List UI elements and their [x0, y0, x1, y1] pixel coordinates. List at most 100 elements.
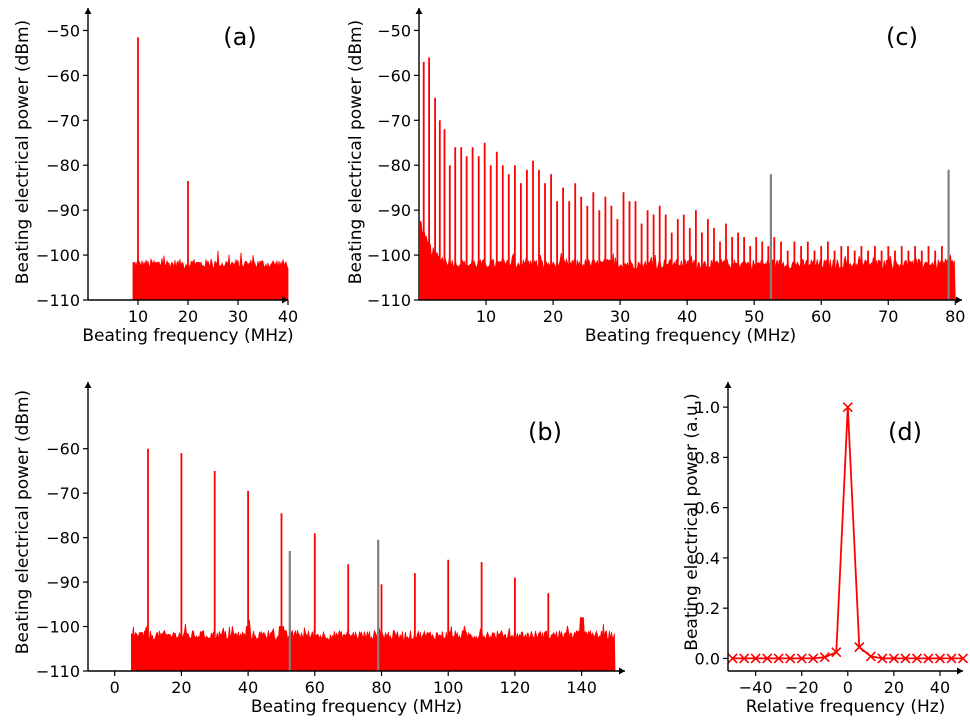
- x-tick-label: 40: [238, 678, 258, 697]
- x-tick-label: −20: [785, 678, 819, 697]
- data-point-6: [796, 653, 807, 664]
- panel-label: (a): [223, 23, 256, 51]
- x-tick-label: 10: [128, 307, 148, 326]
- panel-label: (d): [888, 418, 922, 446]
- y-tick-label: −80: [377, 156, 411, 175]
- y-tick-label: −70: [46, 484, 80, 503]
- x-tick-label: 140: [566, 678, 597, 697]
- y-axis-arrow: [724, 382, 732, 388]
- y-tick-label: −110: [36, 291, 80, 310]
- x-tick-label: 20: [543, 307, 563, 326]
- y-axis-arrow: [84, 382, 92, 388]
- data-point-2: [750, 653, 761, 664]
- x-tick-label: 0: [843, 678, 853, 697]
- y-tick-label: 0.0: [695, 649, 720, 668]
- y-tick-label: −110: [36, 662, 80, 681]
- chart-panel-b: 0 20 40 60 80 100 120 140 −110 −100 −90 −80 −70 −60 Be…: [13, 382, 625, 717]
- y-tick-label: −90: [377, 201, 411, 220]
- y-tick-label: −50: [377, 21, 411, 40]
- data-point-19: [946, 653, 957, 664]
- y-tick-label: −60: [46, 66, 80, 85]
- y-tick-label: −80: [46, 156, 80, 175]
- y-tick-label: −60: [377, 66, 411, 85]
- y-tick-label: −100: [36, 618, 80, 637]
- y-axis-label: Beating electrical power (a.u.): [682, 393, 702, 650]
- y-tick-label: −80: [46, 529, 80, 548]
- x-tick-label: −40: [739, 678, 773, 697]
- data-point-0: [727, 653, 738, 664]
- data-point-11: [854, 642, 865, 653]
- y-axis-label: Beating electrical power (dBm): [13, 20, 33, 284]
- y-tick-label: −100: [36, 246, 80, 265]
- y-axis-label: Beating electrical power (dBm): [13, 390, 33, 654]
- data-point-17: [923, 653, 934, 664]
- y-tick-label: −70: [46, 111, 80, 130]
- data-point-14: [888, 653, 899, 664]
- y-tick-label: 0.2: [695, 599, 720, 618]
- panel-label: (c): [886, 23, 918, 51]
- x-tick-label: 10: [476, 307, 496, 326]
- x-tick-label: 20: [178, 307, 198, 326]
- x-tick-label: 40: [930, 678, 950, 697]
- x-axis-arrow: [957, 667, 963, 675]
- y-axis-label: Beating electrical power (dBm): [346, 20, 366, 284]
- x-axis-label: Relative frequency (Hz): [746, 697, 946, 717]
- data-point-10: [842, 402, 853, 413]
- x-tick-label: 80: [371, 678, 391, 697]
- data-point-15: [900, 653, 911, 664]
- x-tick-label: 40: [677, 307, 697, 326]
- x-tick-label: 20: [171, 678, 191, 697]
- x-tick-label: 50: [744, 307, 764, 326]
- data-point-20: [957, 653, 969, 664]
- data-point-9: [831, 647, 842, 658]
- data-point-1: [739, 653, 750, 664]
- y-tick-label: −70: [377, 111, 411, 130]
- x-tick-label: 30: [610, 307, 630, 326]
- data-point-12: [865, 651, 876, 662]
- chart-panel-a: 10 20 30 40 −110 −100 −90 −80 −70 −60 −50 Beating f…: [13, 8, 298, 346]
- x-tick-label: 80: [945, 307, 965, 326]
- x-axis-label: Beating frequency (MHz): [585, 326, 796, 346]
- y-tick-label: −60: [46, 440, 80, 459]
- x-axis-arrow: [619, 667, 625, 675]
- x-tick-label: 40: [278, 307, 298, 326]
- data-point-3: [762, 653, 773, 664]
- chart-panel-d: −40 −20 0 20 40 0.0 0.2 0.4 0.6 0.8 1.0 Relative fr…: [682, 382, 969, 717]
- y-tick-label: −110: [367, 291, 411, 310]
- x-tick-label: 0: [110, 678, 120, 697]
- x-tick-label: 30: [228, 307, 248, 326]
- y-tick-label: 0.8: [695, 448, 720, 467]
- x-tick-label: 100: [433, 678, 464, 697]
- x-axis-arrow: [282, 296, 288, 304]
- data-point-13: [877, 653, 888, 664]
- x-tick-label: 60: [811, 307, 831, 326]
- x-axis-label: Beating frequency (MHz): [251, 697, 462, 717]
- series-line: [732, 407, 963, 660]
- x-tick-label: 20: [884, 678, 904, 697]
- noise-floor: [132, 250, 289, 301]
- panel-label: (b): [528, 418, 562, 446]
- y-axis-arrow: [415, 8, 423, 14]
- y-tick-label: 0.4: [695, 549, 720, 568]
- data-point-5: [785, 653, 796, 664]
- y-tick-label: −90: [46, 201, 80, 220]
- data-point-16: [911, 653, 922, 664]
- y-axis-arrow: [84, 8, 92, 14]
- x-tick-label: 120: [500, 678, 531, 697]
- data-point-8: [819, 652, 830, 663]
- x-axis-arrow: [956, 296, 962, 304]
- data-point-7: [808, 653, 819, 664]
- x-axis-label: Beating frequency (MHz): [82, 326, 293, 346]
- noise-floor: [131, 617, 616, 672]
- y-tick-label: −50: [46, 21, 80, 40]
- data-point-4: [773, 653, 784, 664]
- y-tick-label: −90: [46, 573, 80, 592]
- y-tick-label: −100: [367, 246, 411, 265]
- x-tick-label: 60: [305, 678, 325, 697]
- y-tick-label: 1.0: [695, 398, 720, 417]
- y-tick-label: 0.6: [695, 499, 720, 518]
- x-tick-label: 70: [878, 307, 898, 326]
- chart-panel-c: 10 20 30 40 50 60 70 80 −110 −100 −90 −80 −70 −60 −50 B…: [346, 8, 965, 346]
- data-point-18: [934, 653, 946, 664]
